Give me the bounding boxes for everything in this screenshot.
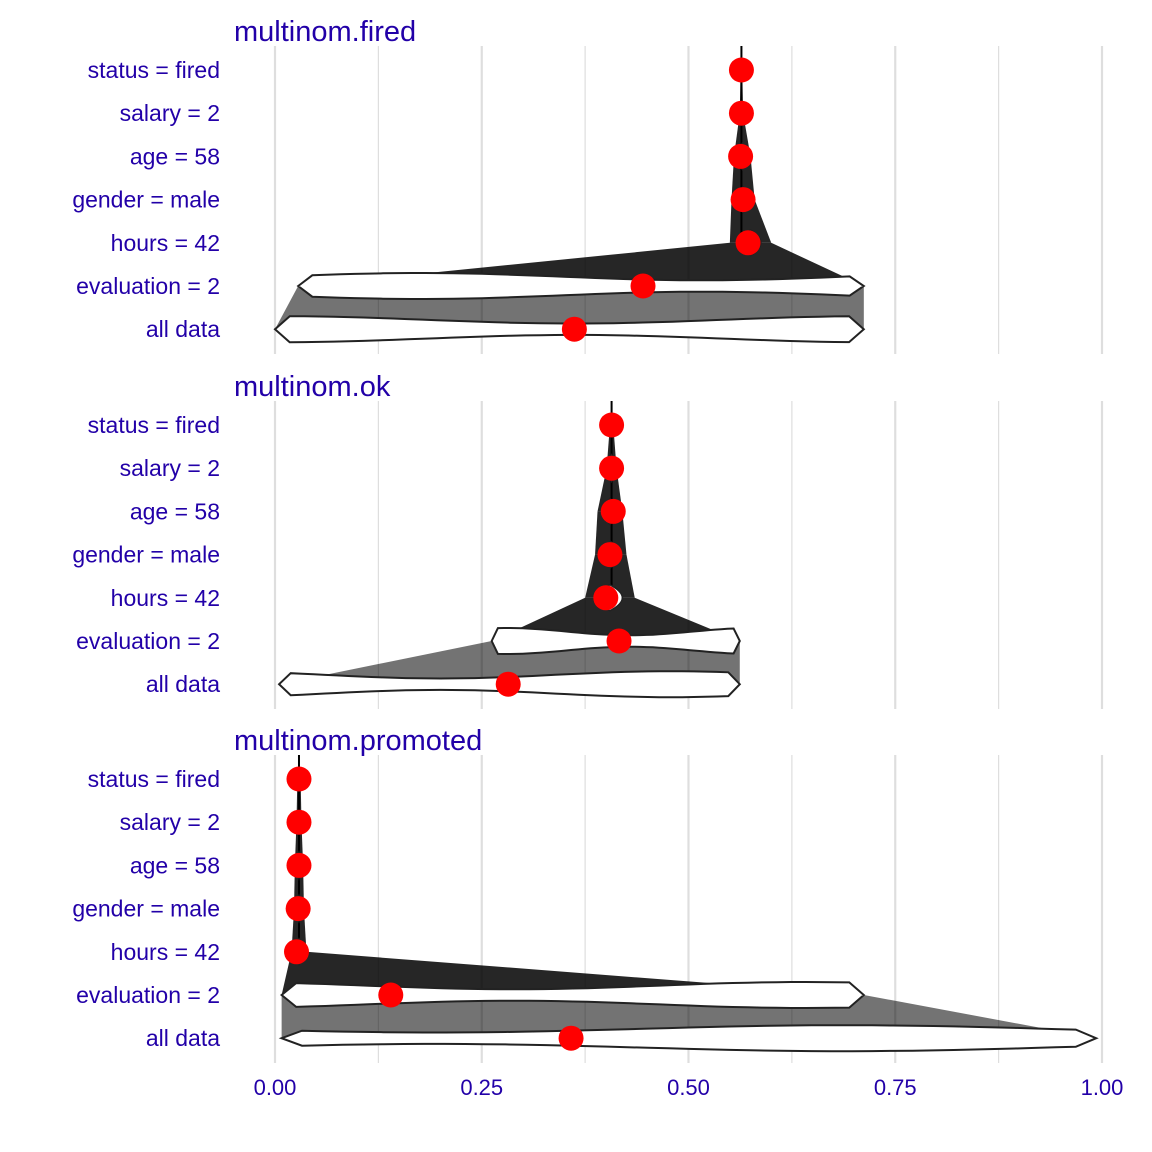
mean-point bbox=[286, 766, 312, 792]
mean-point bbox=[597, 542, 623, 568]
mean-point bbox=[284, 939, 310, 965]
variable-label: salary = 2 bbox=[120, 455, 220, 481]
variable-label: salary = 2 bbox=[120, 809, 220, 835]
panel-multinom-ok: multinom.ok status = fired salary = 2 age =… bbox=[72, 371, 1104, 709]
variable-label: gender = male bbox=[72, 187, 220, 213]
panel-title: multinom.ok bbox=[234, 371, 391, 403]
mean-point bbox=[730, 187, 756, 213]
mean-point bbox=[728, 143, 754, 169]
x-tick-label: 0.00 bbox=[254, 1075, 297, 1100]
variable-label: all data bbox=[146, 671, 220, 697]
mean-point bbox=[735, 230, 761, 256]
x-tick-label: 1.00 bbox=[1081, 1075, 1124, 1100]
x-tick-label: 0.50 bbox=[667, 1075, 710, 1100]
violin bbox=[278, 1024, 1099, 1053]
violin bbox=[296, 272, 866, 300]
mean-point bbox=[593, 585, 619, 611]
mean-point bbox=[728, 57, 754, 83]
grid-lines bbox=[273, 755, 1104, 1063]
panel-title: multinom.promoted bbox=[234, 725, 482, 757]
variable-label: age = 58 bbox=[130, 498, 220, 524]
mean-point bbox=[561, 316, 587, 342]
panel-title: multinom.fired bbox=[234, 16, 416, 48]
x-tick-label: 0.75 bbox=[874, 1075, 917, 1100]
variable-label: gender = male bbox=[72, 896, 220, 922]
mean-point bbox=[599, 455, 625, 481]
mean-point bbox=[495, 671, 521, 697]
panel-multinom-fired: multinom.fired status = fired salary = 2 ag… bbox=[72, 16, 1104, 354]
variable-label: hours = 42 bbox=[111, 230, 220, 256]
variable-label: status = fired bbox=[88, 412, 220, 438]
variable-label: status = fired bbox=[88, 766, 220, 792]
variable-label: status = fired bbox=[88, 57, 220, 83]
variable-label: gender = male bbox=[72, 542, 220, 568]
mean-point bbox=[558, 1025, 584, 1051]
mean-point bbox=[630, 273, 656, 299]
mean-point bbox=[728, 100, 754, 126]
mean-point bbox=[286, 852, 312, 878]
variable-label: hours = 42 bbox=[111, 939, 220, 965]
path-fan bbox=[585, 554, 635, 598]
variable-label: all data bbox=[146, 1025, 220, 1051]
panel-multinom-promoted: multinom.promoted status = fired salary = … bbox=[72, 725, 1104, 1063]
variable-label: hours = 42 bbox=[111, 585, 220, 611]
grid-lines bbox=[273, 46, 1104, 354]
mean-point bbox=[599, 412, 625, 438]
mean-point bbox=[286, 809, 312, 835]
x-tick-label: 0.25 bbox=[460, 1075, 503, 1100]
variable-label: evaluation = 2 bbox=[76, 273, 220, 299]
variable-label: salary = 2 bbox=[120, 100, 220, 126]
violin bbox=[280, 981, 866, 1009]
variable-label: age = 58 bbox=[130, 143, 220, 169]
mean-point bbox=[285, 896, 311, 922]
mean-point bbox=[606, 628, 632, 654]
variable-label: all data bbox=[146, 316, 220, 342]
variable-label: age = 58 bbox=[130, 852, 220, 878]
mean-point bbox=[378, 982, 404, 1008]
mean-point bbox=[600, 498, 626, 524]
x-axis: 0.00 0.25 0.50 0.75 1.00 bbox=[254, 1075, 1124, 1100]
grid-lines bbox=[273, 401, 1104, 709]
variable-label: evaluation = 2 bbox=[76, 982, 220, 1008]
variable-label: evaluation = 2 bbox=[76, 628, 220, 654]
